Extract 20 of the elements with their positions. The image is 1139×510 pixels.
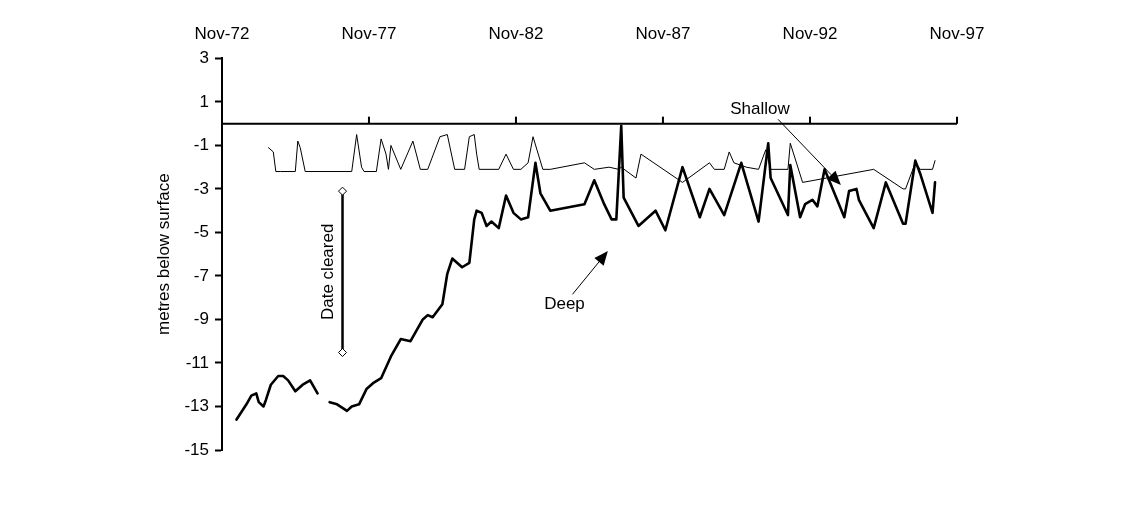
annotation: Shallow bbox=[730, 99, 791, 118]
y-tick-label: -15 bbox=[184, 439, 209, 459]
y-tick-label: -13 bbox=[184, 396, 209, 416]
y-tick-label: -7 bbox=[193, 265, 209, 285]
y-tick-label: -5 bbox=[193, 222, 209, 242]
x-tick-label: Nov-77 bbox=[341, 23, 397, 43]
annotation: Deep bbox=[544, 294, 585, 314]
y-axis-title: metres below surface bbox=[153, 173, 173, 335]
x-tick-label: Nov-92 bbox=[782, 23, 838, 43]
annotation: Date cleared bbox=[318, 223, 338, 321]
x-tick-label: Nov-97 bbox=[929, 23, 985, 43]
y-tick-label: -1 bbox=[193, 135, 209, 155]
x-tick-label: Nov-87 bbox=[635, 23, 691, 43]
x-tick-label: Nov-82 bbox=[488, 23, 544, 43]
y-tick-label: -9 bbox=[193, 309, 209, 329]
x-tick-label: Nov-72 bbox=[194, 23, 250, 43]
y-tick-label: 1 bbox=[199, 91, 209, 111]
y-tick-label: -11 bbox=[185, 352, 209, 372]
y-tick-label: 3 bbox=[199, 48, 209, 68]
y-tick-label: -3 bbox=[193, 178, 209, 198]
